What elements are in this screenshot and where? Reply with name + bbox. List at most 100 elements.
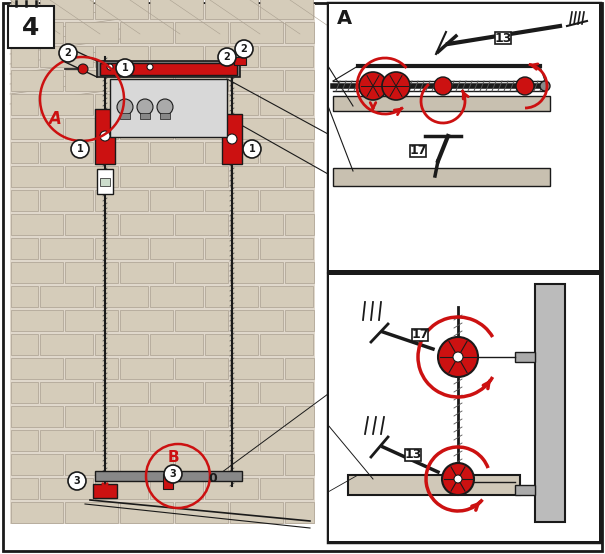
Circle shape xyxy=(71,140,89,158)
Bar xyxy=(95,382,148,403)
Bar xyxy=(11,502,63,523)
Circle shape xyxy=(137,99,153,115)
Bar xyxy=(40,46,93,67)
Bar xyxy=(230,22,283,43)
Circle shape xyxy=(218,48,236,66)
Bar xyxy=(95,478,148,499)
Bar xyxy=(65,406,118,427)
Text: 4: 4 xyxy=(22,16,40,40)
Bar xyxy=(95,46,148,67)
Bar xyxy=(120,310,173,331)
Bar xyxy=(175,166,228,187)
Bar xyxy=(40,142,93,163)
Bar xyxy=(120,22,173,43)
Text: A: A xyxy=(336,9,352,28)
Bar xyxy=(40,286,93,307)
Bar xyxy=(285,22,314,43)
Bar xyxy=(230,70,283,91)
Circle shape xyxy=(116,59,134,77)
Bar xyxy=(285,502,314,523)
Bar xyxy=(120,166,173,187)
Bar xyxy=(328,3,600,271)
Bar xyxy=(11,118,63,139)
Bar xyxy=(11,166,63,187)
Bar xyxy=(95,286,148,307)
Bar xyxy=(11,0,38,19)
Bar xyxy=(160,113,170,119)
Circle shape xyxy=(227,134,237,144)
Circle shape xyxy=(78,64,88,74)
Bar xyxy=(150,238,203,259)
Bar xyxy=(175,454,228,475)
Bar xyxy=(95,94,148,115)
Bar xyxy=(40,382,93,403)
Bar xyxy=(65,214,118,235)
Bar xyxy=(95,0,148,19)
Text: 13: 13 xyxy=(404,449,422,461)
Bar xyxy=(230,166,283,187)
Bar xyxy=(329,4,599,270)
Bar xyxy=(95,471,242,481)
Bar xyxy=(65,454,118,475)
Bar xyxy=(205,142,258,163)
Bar xyxy=(100,63,237,75)
Bar xyxy=(40,334,93,355)
Text: 1: 1 xyxy=(77,144,83,154)
Bar xyxy=(260,0,313,19)
Bar xyxy=(65,166,118,187)
Bar xyxy=(120,502,173,523)
Bar xyxy=(348,475,520,495)
FancyArrowPatch shape xyxy=(103,484,107,489)
Circle shape xyxy=(157,99,173,115)
Bar xyxy=(150,0,203,19)
Bar xyxy=(95,238,148,259)
Bar xyxy=(40,430,93,451)
Bar xyxy=(205,430,258,451)
Circle shape xyxy=(438,337,478,377)
Bar xyxy=(260,238,313,259)
Bar xyxy=(260,94,313,115)
FancyArrowPatch shape xyxy=(166,477,170,483)
Bar xyxy=(175,118,228,139)
Bar xyxy=(230,406,283,427)
Bar xyxy=(150,430,203,451)
Text: 0: 0 xyxy=(209,471,217,485)
Circle shape xyxy=(442,463,474,495)
Bar xyxy=(120,454,173,475)
Bar xyxy=(285,406,314,427)
Text: 2: 2 xyxy=(224,52,231,62)
Circle shape xyxy=(243,140,261,158)
Bar xyxy=(205,286,258,307)
Circle shape xyxy=(59,44,77,62)
Bar xyxy=(10,4,315,524)
Bar xyxy=(222,114,242,164)
Bar xyxy=(65,118,118,139)
Bar xyxy=(260,46,313,67)
Bar xyxy=(150,46,203,67)
Bar xyxy=(230,262,283,283)
Bar xyxy=(95,142,148,163)
Bar xyxy=(95,334,148,355)
Bar xyxy=(285,166,314,187)
Bar xyxy=(40,478,93,499)
Bar xyxy=(11,382,38,403)
Text: 1: 1 xyxy=(249,144,255,154)
Bar xyxy=(11,46,38,67)
Bar xyxy=(150,190,203,211)
Bar xyxy=(11,286,38,307)
Bar xyxy=(65,70,118,91)
Circle shape xyxy=(382,72,410,100)
Bar xyxy=(11,70,63,91)
Bar xyxy=(150,478,203,499)
Bar xyxy=(205,0,258,19)
Bar xyxy=(285,262,314,283)
Circle shape xyxy=(164,465,182,483)
Bar xyxy=(95,190,148,211)
Text: A: A xyxy=(48,110,62,128)
Bar xyxy=(65,502,118,523)
Bar xyxy=(333,96,550,111)
Bar xyxy=(175,214,228,235)
Bar xyxy=(205,94,258,115)
Bar xyxy=(40,238,93,259)
Circle shape xyxy=(117,99,133,115)
